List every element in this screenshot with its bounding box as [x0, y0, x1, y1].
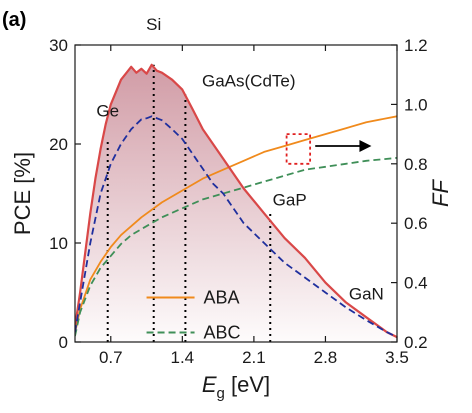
- annotation-box: [285, 133, 312, 165]
- legend-label-abc: ABC: [204, 322, 241, 342]
- y-right-tick-label: 0.4: [404, 274, 428, 293]
- series-line-3: [75, 115, 397, 338]
- x-tick-label: 2.1: [242, 348, 266, 367]
- y-right-tick-label: 0.6: [404, 214, 428, 233]
- material-label-gaas-cdte: GaAs(CdTe): [202, 72, 296, 91]
- y-left-tick-label: 0: [59, 333, 68, 352]
- material-label-gan: GaN: [349, 284, 384, 303]
- y-right-tick-label: 1.0: [404, 95, 428, 114]
- panel-label: (a): [2, 9, 26, 31]
- series-line-0: [75, 115, 397, 334]
- y-left-tick-label: 20: [49, 135, 68, 154]
- x-axis-title-unit: [eV]: [225, 372, 270, 397]
- x-tick-label: 2.8: [314, 348, 338, 367]
- material-label-si: Si: [146, 15, 161, 34]
- plot-frame: [74, 44, 398, 343]
- legend: ABA ABC: [146, 287, 241, 342]
- legend-label-aba: ABA: [204, 287, 240, 307]
- y-right-tick-label: 0.8: [404, 155, 428, 174]
- y-axis-left-title: PCE [%]: [10, 152, 35, 235]
- annotation-arrow: [315, 139, 372, 152]
- material-label-ge: Ge: [96, 101, 119, 120]
- y-left-tick-label: 10: [49, 234, 68, 253]
- x-tick-label: 1.4: [171, 348, 195, 367]
- x-axis-title-subscript: g: [217, 385, 225, 402]
- material-label-gap: GaP: [273, 190, 307, 209]
- vertical-markers: [106, 64, 272, 342]
- series-layer: [75, 63, 397, 339]
- x-axis-title-main: E: [202, 372, 217, 397]
- axis-ticks: 0.7 1.4 2.1 2.8 3.5 0 10 20 30 0.2 0.4 0.6 0.8 1.0 1.2: [49, 36, 428, 367]
- series-line-2: [75, 63, 397, 339]
- x-tick-label: 0.7: [99, 348, 123, 367]
- x-axis-title: Eg [eV]: [202, 372, 270, 402]
- series-line-1: [75, 157, 397, 337]
- plot-area: [75, 63, 397, 342]
- y-axis-right-title: FF: [428, 179, 453, 207]
- y-left-tick-label: 30: [49, 36, 68, 55]
- x-tick-label: 3.5: [385, 348, 409, 367]
- annotations: Ge Si GaAs(CdTe) GaP GaN: [96, 15, 383, 303]
- y-right-tick-label: 1.2: [404, 36, 428, 55]
- arrow-head: [359, 139, 372, 152]
- y-right-tick-label: 0.2: [404, 333, 428, 352]
